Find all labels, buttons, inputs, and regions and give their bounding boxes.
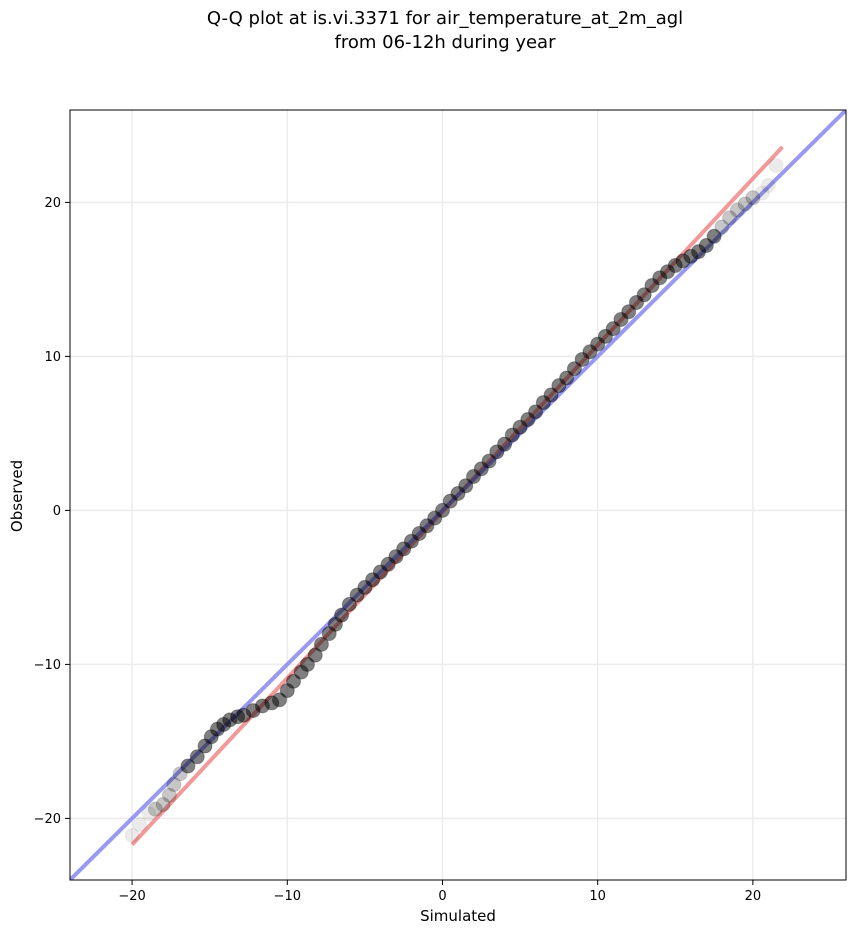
grid-lines (70, 110, 846, 880)
x-tick-label: 20 (745, 889, 762, 904)
y-tick-label: 10 (44, 350, 61, 365)
quantile-point (621, 304, 637, 320)
chart-title-line-1: Q-Q plot at is.vi.3371 for air_temperatu… (207, 8, 683, 29)
x-tick-label: −10 (274, 889, 301, 904)
quantile-point (141, 806, 157, 822)
quantile-point (566, 361, 582, 377)
quantile-point (341, 596, 357, 612)
quantile-point (481, 453, 497, 469)
quantile-point (760, 177, 776, 193)
y-tick-label: −20 (34, 812, 61, 827)
quantile-point (714, 219, 730, 235)
y-tick-label: −10 (34, 658, 61, 673)
quantile-point (124, 827, 140, 843)
quantile-point (166, 777, 182, 793)
quantile-point (698, 238, 714, 254)
quantile-point (458, 478, 474, 494)
quantile-point (768, 157, 784, 173)
x-tick-label: 10 (589, 889, 606, 904)
plot-frame (69, 109, 847, 881)
quantile-point (737, 196, 753, 212)
y-axis-label: Observed (8, 460, 26, 532)
quantile-point (605, 321, 621, 337)
quantile-point (313, 636, 329, 652)
quantile-point (285, 673, 301, 689)
quantile-point (299, 656, 315, 672)
quantile-point (543, 387, 559, 403)
quantile-point (722, 210, 738, 226)
quantile-point (161, 787, 177, 803)
chart-title-line-2: from 06-12h during year (335, 32, 557, 53)
quantile-point (434, 502, 450, 518)
quantile-point (155, 797, 171, 813)
quantile-point (745, 190, 761, 206)
y-tick-label: 20 (44, 196, 61, 211)
quantile-point (334, 607, 350, 623)
quantile-point (729, 202, 745, 218)
quantile-point (132, 817, 148, 833)
axis-ticks: −20 −10 0 10 20 −20 −10 0 10 20 (34, 196, 762, 904)
quantile-point (147, 801, 163, 817)
x-axis-label: Simulated (420, 907, 496, 925)
quantile-point (528, 404, 544, 420)
quantile-point (497, 436, 513, 452)
quantile-point (272, 692, 288, 708)
quantile-points (124, 157, 784, 843)
quantile-point (754, 185, 770, 201)
quantile-point (706, 228, 722, 244)
x-tick-label: −20 (118, 889, 145, 904)
quantile-point (636, 287, 652, 303)
quantile-point (189, 749, 205, 765)
y-tick-label: 0 (53, 504, 61, 519)
quantile-point (307, 647, 323, 663)
quantile-point (559, 370, 575, 386)
x-tick-label: 0 (438, 889, 446, 904)
quantile-point (180, 758, 196, 774)
